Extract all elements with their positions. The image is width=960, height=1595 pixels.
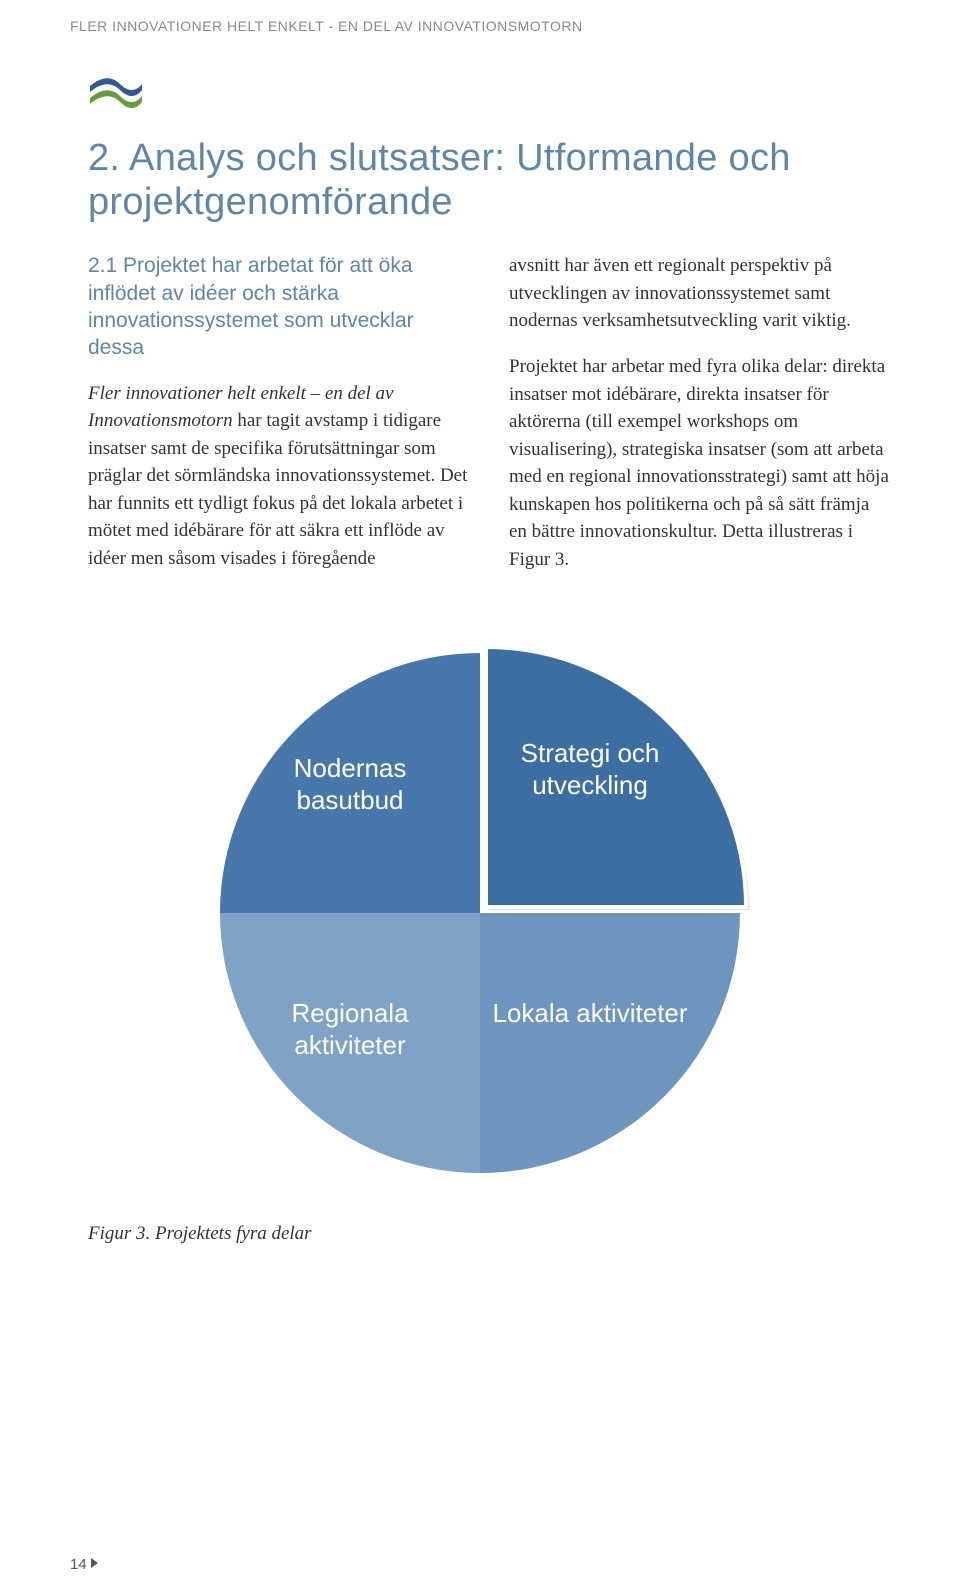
body-columns: 2.1 Projektet har arbetat för att öka in… [88,252,890,573]
page: FLER INNOVATIONER HELT ENKELT - EN DEL A… [0,0,960,1595]
left-paragraph: Fler innovationer helt enkelt – en del a… [88,380,469,573]
right-paragraph-2: Projektet har arbetar med fyra olika del… [509,353,890,573]
left-column: 2.1 Projektet har arbetat för att öka in… [88,252,469,573]
section-title: 2. Analys och slutsatser: Utformande och… [88,137,890,224]
page-number: 14 [70,1556,98,1573]
page-number-value: 14 [70,1556,87,1573]
running-head: FLER INNOVATIONER HELT ENKELT - EN DEL A… [70,0,890,74]
triangle-icon [91,1558,98,1568]
logo-icon [88,74,890,115]
subsection-heading: 2.1 Projektet har arbetat för att öka in… [88,252,469,361]
figure-caption: Figur 3. Projektets fyra delar [88,1223,890,1245]
left-para-rest: har tagit avstamp i tidigare insatser sa… [88,410,467,569]
figure-3: Nodernas basutbud Strategi och utvecklin… [70,643,890,1183]
right-paragraph-1: avsnitt har även ett regionalt perspekti… [509,252,890,335]
pie-chart: Nodernas basutbud Strategi och utvecklin… [210,643,750,1183]
right-column: avsnitt har även ett regionalt perspekti… [509,252,890,573]
